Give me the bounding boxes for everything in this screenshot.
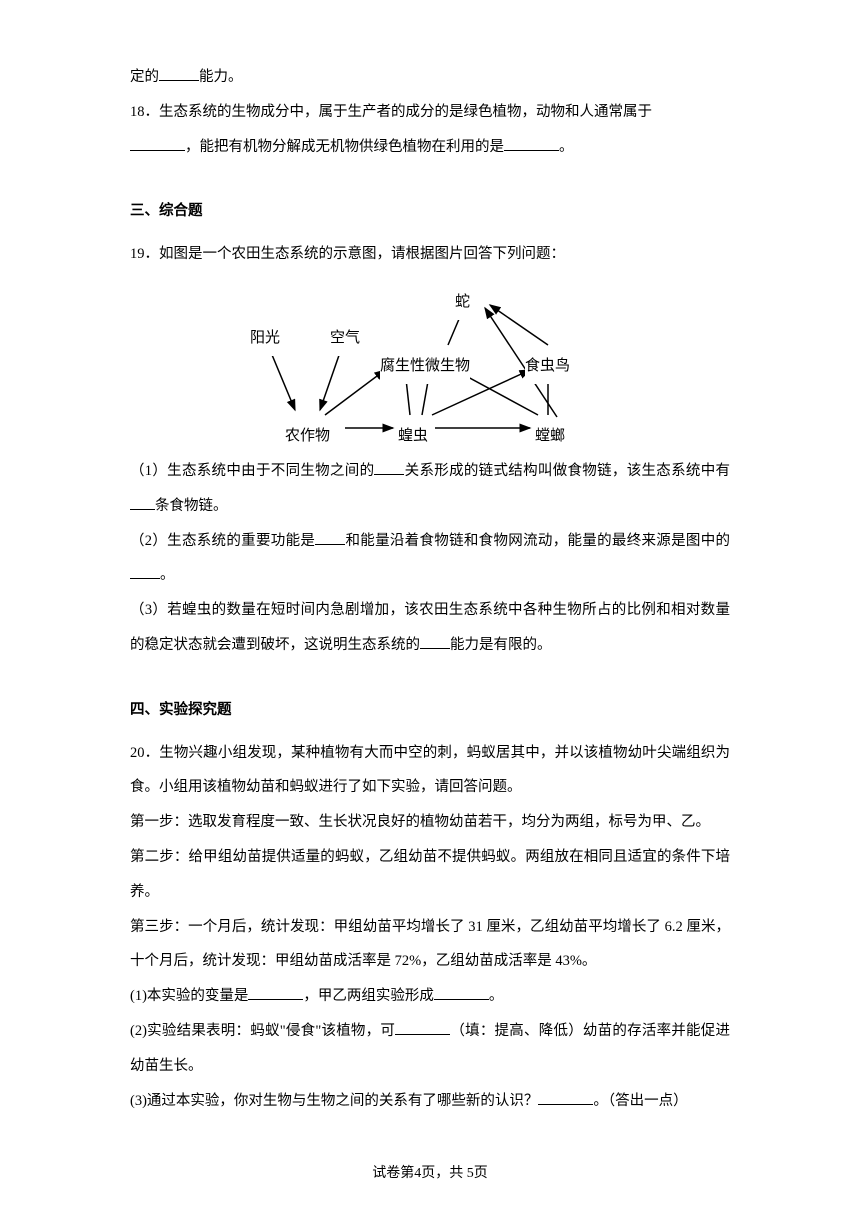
q20-s2: 第二步：给甲组幼苗提供适量的蚂蚁，乙组幼苗不提供蚂蚁。两组放在相同且适宜的条件下… xyxy=(130,840,730,910)
q19-2c: 。 xyxy=(160,567,175,583)
q17-tail-text: 定的 xyxy=(130,69,159,85)
q17-tail2: 能力。 xyxy=(199,69,243,85)
q20-s1: 第一步：选取发育程度一致、生长状况良好的植物幼苗若干，均分为两组，标号为甲、乙。 xyxy=(130,805,730,840)
blank-20-2 xyxy=(395,1034,450,1035)
q20-intro: 20．生物兴趣小组发现，某种植物有大而中空的刺，蚂蚁居其中，并以该植物幼叶尖端组… xyxy=(130,736,730,806)
blank-19-1a xyxy=(374,474,404,475)
q20-3a: (3)通过本实验，你对生物与生物之间的关系有了哪些新的认识？ xyxy=(130,1093,538,1109)
q19-1: （1）生态系统中由于不同生物之间的 关系形成的链式结构叫做食物链，该生态系统中有条… xyxy=(130,454,730,524)
q18: 18．生态系统的生物成分中，属于生产者的成分的是绿色植物，动物和人通常属于 ，能… xyxy=(130,95,730,165)
blank-20-1b xyxy=(434,999,489,1000)
q20-1: (1)本实验的变量是 ，甲乙两组实验形成 。 xyxy=(130,979,730,1014)
blank-20-1a xyxy=(248,999,303,1000)
page-footer: 试卷第4页，共 5页 xyxy=(0,1162,860,1182)
blank-19-1b xyxy=(130,509,155,510)
blank-18a xyxy=(130,150,185,151)
q19-3a: （3）若蝗虫的数量在短时间内急剧增加，该农田生态系统中各种生物所占的比例和相对数… xyxy=(130,602,730,653)
q20-s3: 第三步：一个月后，统计发现：甲组幼苗平均增长了 31 厘米，乙组幼苗平均增长了 … xyxy=(130,910,730,980)
q19-3b: 能力是有限的。 xyxy=(450,637,552,653)
q20-1a: (1)本实验的变量是 xyxy=(130,988,248,1004)
q19-3: （3）若蝗虫的数量在短时间内急剧增加，该农田生态系统中各种生物所占的比例和相对数… xyxy=(130,593,730,663)
node-crop: 农作物 xyxy=(285,418,330,454)
blank-19-2a xyxy=(315,544,345,545)
node-locust: 蝗虫 xyxy=(398,418,428,454)
node-air: 空气 xyxy=(330,320,360,356)
q19-1c: 条食物链。 xyxy=(155,498,228,514)
q19-2a: （2）生态系统的重要功能是 xyxy=(130,533,315,549)
q17-tail: 定的 能力。 xyxy=(130,60,730,95)
q20-3b: 。（答出一点） xyxy=(593,1093,687,1109)
q18-text: 18．生态系统的生物成分中，属于生产者的成分的是绿色植物，动物和人通常属于 xyxy=(130,104,652,120)
blank-18b xyxy=(504,150,559,151)
blank-17 xyxy=(159,80,199,81)
q20-3: (3)通过本实验，你对生物与生物之间的关系有了哪些新的认识？ 。（答出一点） xyxy=(130,1084,730,1119)
node-sunlight: 阳光 xyxy=(250,320,280,356)
q18b: ，能把有机物分解成无机物供绿色植物在利用的是 xyxy=(185,139,504,155)
q20-2a: (2)实验结果表明：蚂蚁"侵食"该植物，可 xyxy=(130,1023,395,1039)
page-content: 定的 能力。 18．生态系统的生物成分中，属于生产者的成分的是绿色植物，动物和人通… xyxy=(0,0,860,1158)
blank-20-3 xyxy=(538,1104,593,1105)
ecosystem-diagram: 蛇 阳光 空气 腐生性微生物 食虫鸟 农作物 蝗虫 螳螂 xyxy=(230,280,630,450)
node-microbe: 腐生性微生物 xyxy=(380,348,470,384)
q18c: 。 xyxy=(559,139,574,155)
q19-1b: 关系形成的链式结构叫做食物链，该生态系统中有 xyxy=(404,463,730,479)
node-mantis: 螳螂 xyxy=(535,418,565,454)
blank-19-2b xyxy=(130,578,160,579)
blank-19-3 xyxy=(420,648,450,649)
q20-1c: 。 xyxy=(489,988,504,1004)
q19-2: （2）生态系统的重要功能是 和能量沿着食物链和食物网流动，能量的最终来源是图中的。 xyxy=(130,524,730,594)
q19-1a: （1）生态系统中由于不同生物之间的 xyxy=(130,463,374,479)
q20-2: (2)实验结果表明：蚂蚁"侵食"该植物，可（填：提高、降低）幼苗的存活率并能促进… xyxy=(130,1014,730,1084)
section3-title: 三、综合题 xyxy=(130,194,730,229)
q19-intro: 19．如图是一个农田生态系统的示意图，请根据图片回答下列问题： xyxy=(130,237,730,272)
q20-1b: ，甲乙两组实验形成 xyxy=(303,988,434,1004)
node-bird: 食虫鸟 xyxy=(525,348,570,384)
section4-title: 四、实验探究题 xyxy=(130,693,730,728)
node-snake: 蛇 xyxy=(455,284,470,320)
q19-2b: 和能量沿着食物链和食物网流动，能量的最终来源是图中的 xyxy=(345,533,730,549)
